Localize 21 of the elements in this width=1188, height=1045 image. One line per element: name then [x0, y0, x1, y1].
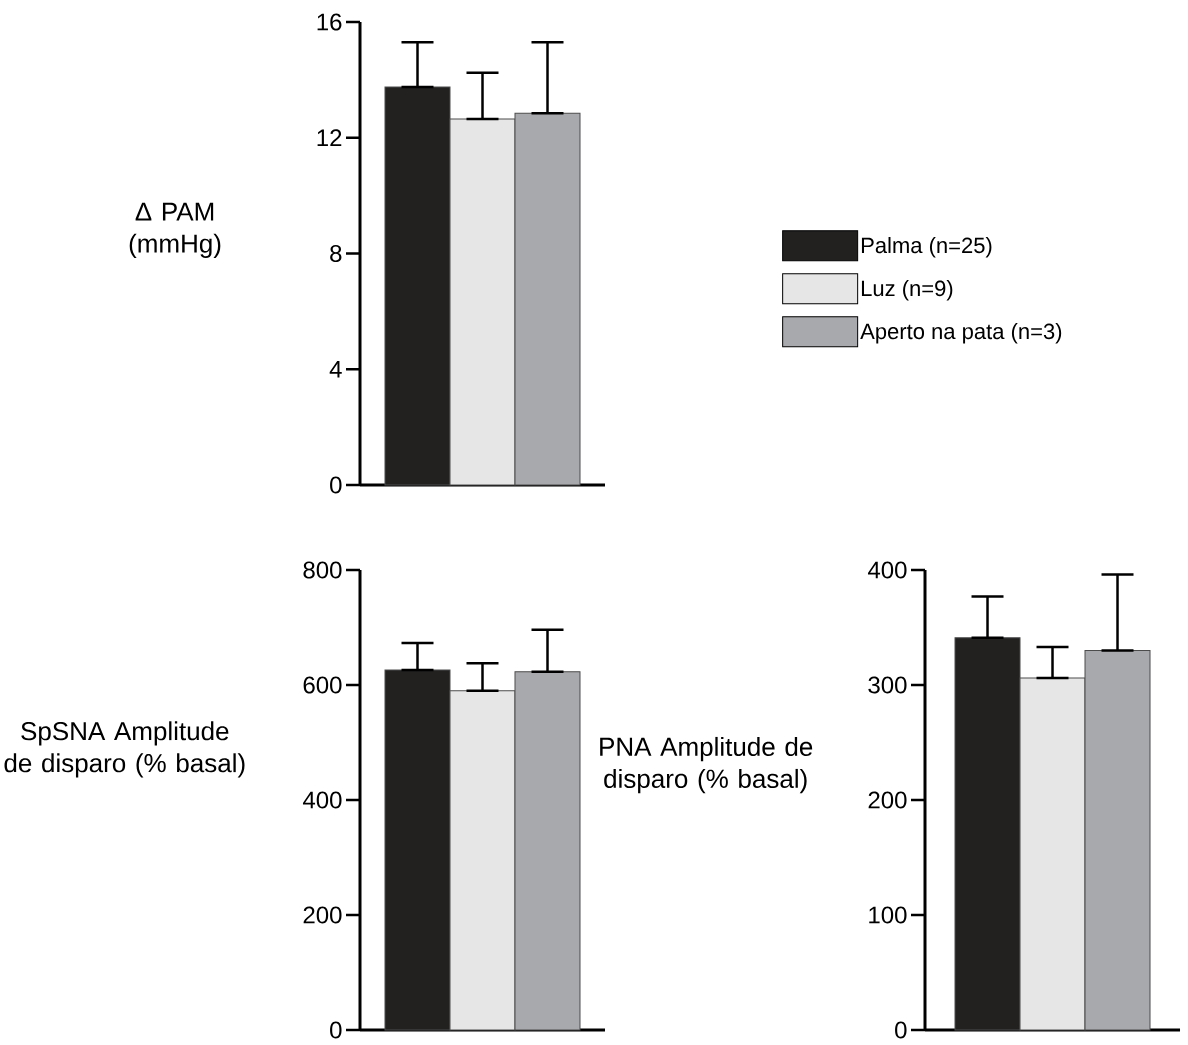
legend-label: Aperto na pata (n=3) [860, 323, 1062, 344]
y-axis-title: SpSNA Amplitude de disparo (% basal) [4, 721, 245, 778]
y-tick-label: 400 [302, 791, 342, 809]
y-tick-label: 0 [330, 476, 342, 494]
y-tick-label: 0 [895, 1021, 907, 1039]
y-tick-label: 200 [303, 906, 342, 924]
y-axis-title: Δ PAM (mmHg) [129, 202, 221, 258]
y-axis-title: PNA Amplitude de disparo (% basal) [600, 736, 813, 794]
y-tick-label: 300 [868, 676, 907, 694]
y-tick-label: 800 [303, 561, 342, 579]
y-tick-label: 400 [867, 561, 907, 579]
y-tick-label: 4 [329, 360, 342, 378]
y-tick-label: 8 [330, 245, 342, 262]
y-tick-label: 600 [303, 676, 342, 694]
y-tick-label: 16 [317, 13, 342, 31]
legend-label: Palma (n=25) [861, 237, 992, 258]
y-tick-label: 12 [317, 129, 342, 147]
legend-label: Luz (n=9) [861, 280, 953, 301]
y-tick-label: 100 [869, 906, 907, 924]
y-tick-label: 0 [330, 1021, 342, 1039]
y-tick-label: 200 [868, 791, 907, 809]
